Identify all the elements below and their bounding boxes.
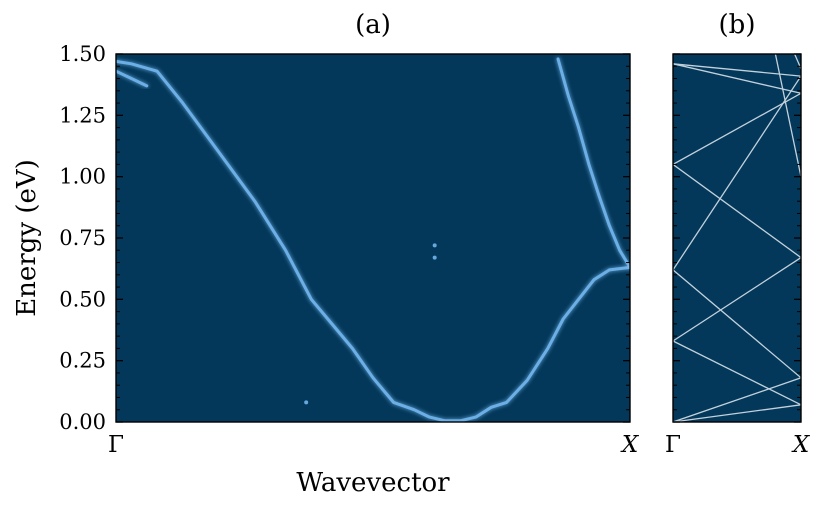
panel-a-bands bbox=[116, 57, 630, 422]
y-tick-label: 0.75 bbox=[59, 226, 106, 250]
y-tick-label: 0.25 bbox=[59, 349, 106, 373]
band-spot-2 bbox=[432, 255, 437, 260]
dispersion-line-8 bbox=[673, 92, 801, 165]
panel-b-background bbox=[673, 54, 801, 422]
panel-b-title: (b) bbox=[719, 10, 756, 40]
dispersion-line-1 bbox=[673, 404, 801, 422]
panel-a-background bbox=[116, 54, 630, 422]
dispersion-line-10 bbox=[673, 63, 801, 94]
y-tick-label: 0.50 bbox=[59, 287, 106, 311]
panel-a-x-tick-gamma: Γ bbox=[108, 432, 124, 458]
dispersion-line-6 bbox=[673, 75, 801, 271]
dispersion-line-7 bbox=[673, 163, 801, 259]
panel-b-x-tick-gamma: Γ bbox=[665, 432, 681, 458]
panel-b-lines bbox=[673, 54, 801, 422]
band-spot-3 bbox=[304, 400, 309, 405]
x-axis-title: Wavevector bbox=[296, 468, 450, 498]
band-curve-3 bbox=[116, 69, 149, 88]
panel-a-x-tick-x: X bbox=[620, 432, 640, 458]
dispersion-line-3 bbox=[673, 340, 801, 406]
dispersion-line-5 bbox=[673, 269, 801, 379]
panel-b-frame bbox=[672, 53, 802, 423]
panel-a: 0.00 0.25 0.50 0.75 1.00 1.25 1.50 (a) Energy … bbox=[12, 10, 640, 498]
y-tick-label: 1.00 bbox=[59, 165, 106, 189]
y-tick-label: 1.25 bbox=[59, 103, 106, 127]
panel-b-x-tick-x: X bbox=[791, 432, 811, 458]
dispersion-line-2 bbox=[673, 377, 801, 422]
y-tick-label: 1.50 bbox=[59, 42, 106, 66]
dispersion-line-11 bbox=[774, 54, 801, 177]
dispersion-line-4 bbox=[673, 257, 801, 342]
band-curve-2 bbox=[556, 57, 630, 269]
panel-a-frame bbox=[115, 53, 631, 423]
panel-b: (b) Γ X bbox=[665, 10, 811, 458]
panel-a-title: (a) bbox=[355, 10, 391, 40]
band-spot-1 bbox=[432, 243, 437, 248]
panel-a-ticks: 0.00 0.25 0.50 0.75 1.00 1.25 1.50 bbox=[59, 42, 630, 434]
y-tick-label: 0.00 bbox=[59, 410, 106, 434]
y-axis-title: Energy (eV) bbox=[12, 159, 42, 317]
band-curve-1 bbox=[116, 59, 630, 422]
